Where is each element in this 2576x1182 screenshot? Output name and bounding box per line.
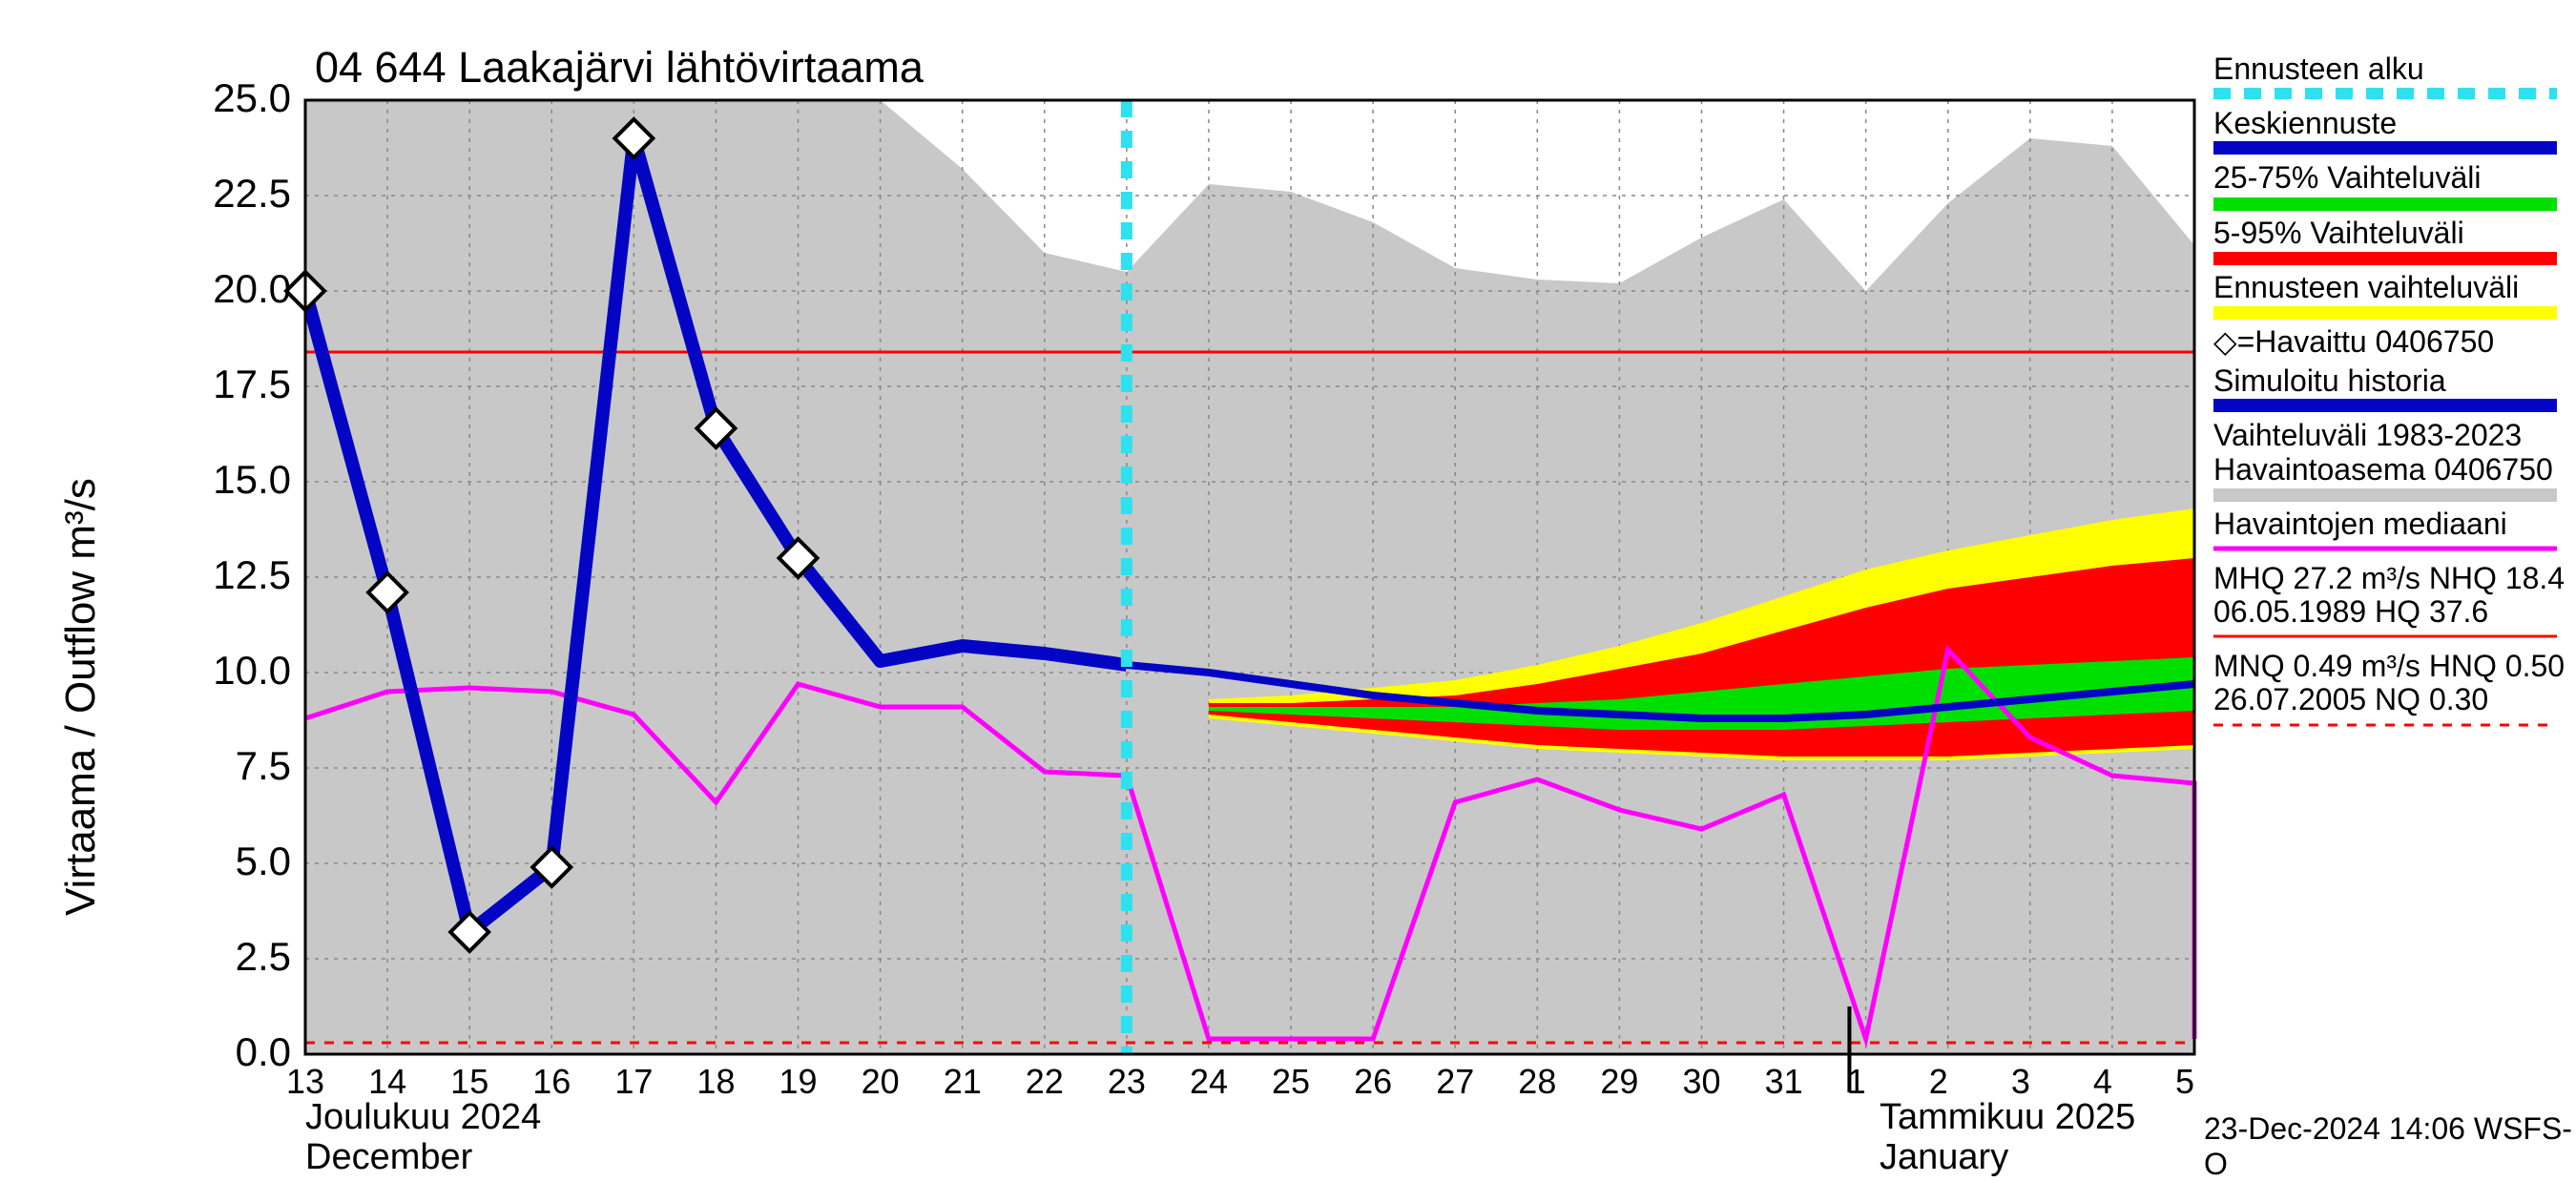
x-tick-label: 19: [779, 1062, 818, 1102]
legend-item: MNQ 0.49 m³/s HNQ 0.5026.07.2005 NQ 0.30: [2213, 650, 2566, 732]
legend-swatch: [2213, 398, 2557, 413]
x-tick-label: 29: [1600, 1062, 1638, 1102]
legend-label: MNQ 0.49 m³/s HNQ 0.50: [2213, 650, 2566, 683]
legend-item: Vaihteluväli 1983-2023 Havaintoasema 040…: [2213, 419, 2566, 501]
x-tick-label: 21: [944, 1062, 982, 1102]
legend: Ennusteen alku Keskiennuste 25-75% Vaihtel…: [2213, 52, 2566, 733]
legend-swatch: [2213, 306, 2557, 320]
legend-swatch: [2213, 252, 2557, 265]
x-tick-label: 3: [2011, 1062, 2030, 1102]
x-tick-label: 26: [1354, 1062, 1392, 1102]
month-label-right-1: Tammikuu 2025: [1880, 1097, 2135, 1138]
legend-item: Ennusteen vaihteluväli: [2213, 271, 2566, 320]
y-tick-label: 25.0: [213, 75, 291, 121]
x-tick-label: 30: [1682, 1062, 1720, 1102]
x-tick-label: 31: [1765, 1062, 1803, 1102]
legend-label: Keskiennuste: [2213, 107, 2566, 140]
legend-swatch: [2213, 488, 2557, 502]
x-tick-label: 18: [696, 1062, 735, 1102]
y-tick-label: 10.0: [213, 648, 291, 694]
legend-label: 26.07.2005 NQ 0.30: [2213, 683, 2566, 716]
x-tick-label: 20: [862, 1062, 900, 1102]
y-tick-label: 2.5: [236, 934, 291, 980]
x-tick-label: 16: [532, 1062, 571, 1102]
x-tick-label: 22: [1026, 1062, 1064, 1102]
x-tick-label: 28: [1518, 1062, 1556, 1102]
x-tick-label: 5: [2175, 1062, 2194, 1102]
footer-timestamp: 23-Dec-2024 14:06 WSFS-O: [2204, 1111, 2576, 1182]
legend-swatch: [2213, 140, 2557, 156]
y-tick-label: 17.5: [213, 362, 291, 407]
x-tick-label: 24: [1190, 1062, 1228, 1102]
legend-swatch: [2213, 86, 2557, 101]
chart-container: 04 644 Laakajärvi lähtövirtaama Virtaama…: [0, 0, 2576, 1145]
x-tick-label: 17: [614, 1062, 653, 1102]
legend-item: 25-75% Vaihteluväli: [2213, 161, 2566, 210]
x-tick-label: 15: [450, 1062, 488, 1102]
legend-label: 25-75% Vaihteluväli: [2213, 161, 2566, 195]
y-tick-label: 22.5: [213, 171, 291, 217]
x-tick-label: 25: [1272, 1062, 1310, 1102]
legend-item: Havaintojen mediaani: [2213, 508, 2566, 556]
legend-swatch: [2213, 541, 2557, 556]
legend-item: Ennusteen alku: [2213, 52, 2566, 101]
legend-swatch: [2213, 717, 2557, 733]
legend-label: MHQ 27.2 m³/s NHQ 18.4: [2213, 562, 2566, 595]
x-tick-label: 2: [1929, 1062, 1948, 1102]
legend-label: Simuloitu historia: [2213, 364, 2566, 398]
legend-label: Ennusteen alku: [2213, 52, 2566, 86]
x-tick-label: 1: [1847, 1062, 1866, 1102]
legend-label: Havaintojen mediaani: [2213, 508, 2566, 541]
y-tick-label: 0.0: [236, 1029, 291, 1075]
x-tick-label: 23: [1108, 1062, 1146, 1102]
legend-label: 5-95% Vaihteluväli: [2213, 217, 2566, 250]
legend-label: Ennusteen vaihteluväli: [2213, 271, 2566, 304]
y-tick-label: 20.0: [213, 266, 291, 312]
legend-item: 5-95% Vaihteluväli: [2213, 217, 2566, 265]
y-tick-label: 12.5: [213, 552, 291, 598]
legend-swatch: [2213, 629, 2557, 644]
legend-swatch: [2213, 197, 2557, 211]
y-tick-label: 15.0: [213, 457, 291, 503]
x-tick-label: 4: [2093, 1062, 2112, 1102]
legend-item: Keskiennuste: [2213, 107, 2566, 156]
legend-label: ◇=Havaittu 0406750: [2213, 325, 2566, 359]
legend-item: MHQ 27.2 m³/s NHQ 18.406.05.1989 HQ 37.6: [2213, 562, 2566, 644]
x-tick-label: 14: [368, 1062, 406, 1102]
legend-label: Havaintoasema 0406750: [2213, 453, 2566, 487]
legend-label: 06.05.1989 HQ 37.6: [2213, 595, 2566, 629]
month-label-left-2: December: [305, 1137, 472, 1178]
x-tick-label: 13: [286, 1062, 324, 1102]
month-label-right-2: January: [1880, 1137, 2008, 1178]
legend-item: ◇=Havaittu 0406750: [2213, 325, 2566, 359]
y-tick-label: 7.5: [236, 743, 291, 789]
y-tick-label: 5.0: [236, 839, 291, 884]
month-label-left-1: Joulukuu 2024: [305, 1097, 541, 1138]
plot-svg: [0, 0, 2576, 1145]
legend-item: Simuloitu historia: [2213, 364, 2566, 413]
x-tick-label: 27: [1436, 1062, 1474, 1102]
legend-label: Vaihteluväli 1983-2023: [2213, 419, 2566, 452]
